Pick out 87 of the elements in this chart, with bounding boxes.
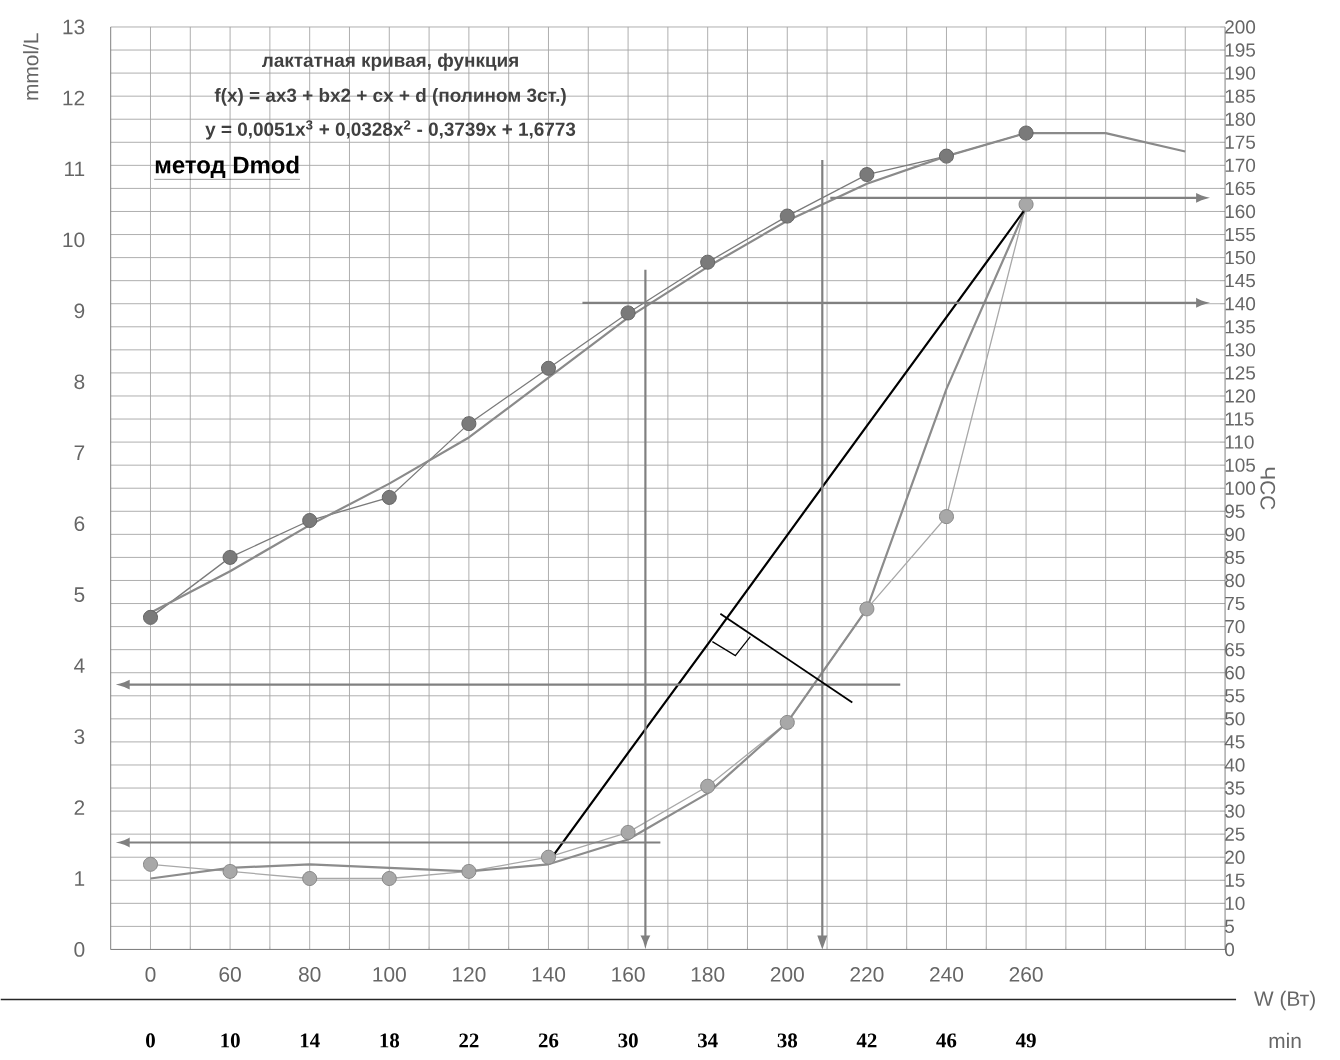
y2-tick-label: 70 (1225, 619, 1245, 634)
y-tick-label: 1 (75, 871, 85, 886)
text: 46 (936, 1033, 957, 1048)
y-tick-label: 0 (74, 941, 85, 957)
y2-tick-label: 35 (1224, 781, 1245, 795)
text: 34 (697, 1033, 718, 1048)
y2-tick-label: 100 (1225, 481, 1256, 495)
x-tick-label: 120 (453, 966, 486, 982)
y-tick-label: 13 (63, 19, 85, 35)
y-tick-label: 11 (65, 161, 85, 176)
text: 49 (1015, 1033, 1036, 1048)
x-tick-label: 140 (532, 966, 566, 982)
y-tick-label: 7 (74, 445, 85, 460)
text: 38 (777, 1033, 798, 1048)
y-axis-title: mmol/L (23, 32, 39, 100)
annotation: y = 0,0051x$^{3}$ + 0,0328x$^{2}$ - 0,3739x + 1,6773 (205, 120, 576, 140)
x-axis-title: W (Вт) (1253, 990, 1315, 1010)
text: 18 (380, 1033, 400, 1048)
x-tick-label: 80 (298, 966, 321, 982)
y-tick-label: 2 (74, 800, 85, 815)
y2-tick-label: 55 (1225, 688, 1245, 703)
x-tick-label: 260 (1009, 966, 1043, 982)
y2-tick-label: 125 (1225, 366, 1256, 380)
annotation: f(x) = ax3 + bx2 + cx + d (полином 3ст.) (214, 87, 566, 106)
x-tick-label: 100 (373, 966, 406, 982)
text: 10 (221, 1033, 240, 1048)
text: 30 (618, 1033, 638, 1048)
y-tick-label: 9 (74, 303, 85, 319)
y2-tick-label: 15 (1225, 873, 1245, 887)
y2-tick-label: 0 (1225, 942, 1235, 956)
y2-tick-label: 140 (1225, 296, 1256, 311)
y2-tick-label: 65 (1225, 642, 1245, 657)
y2-tick-label: 20 (1225, 850, 1245, 864)
y2-tick-label: 160 (1225, 204, 1256, 218)
y-tick-label: 8 (74, 374, 85, 389)
x-tick-label: 0 (145, 966, 156, 982)
y-tick-label: 3 (74, 728, 85, 744)
y2-tick-label: 105 (1225, 458, 1256, 472)
y2-tick-label: 75 (1225, 596, 1245, 610)
text: 22 (459, 1033, 479, 1048)
y2-axis-title: ЧСС (1260, 467, 1276, 510)
y2-tick-label: 10 (1225, 896, 1245, 910)
y2-tick-label: 30 (1224, 804, 1245, 818)
y2-tick-label: 5 (1225, 919, 1234, 933)
y2-tick-label: 115 (1225, 412, 1254, 426)
y2-tick-label: 145 (1225, 273, 1256, 288)
y-tick-label: 10 (63, 232, 85, 248)
y2-tick-label: 90 (1225, 527, 1245, 541)
annotation: лактатная кривая, функция (262, 52, 518, 71)
y2-tick-label: 135 (1225, 319, 1256, 334)
y2-tick-label: 200 (1225, 20, 1256, 34)
y-tick-label: 6 (74, 516, 85, 531)
y2-tick-label: 180 (1225, 112, 1256, 126)
y-tick-label: 4 (74, 658, 85, 673)
x-tick-label: 240 (930, 966, 964, 982)
y-tick-label: 12 (63, 90, 85, 106)
y2-tick-label: 175 (1225, 135, 1256, 149)
y2-tick-label: 80 (1225, 573, 1245, 587)
x-tick-label: 160 (612, 966, 645, 982)
y2-tick-label: 110 (1225, 435, 1254, 449)
x2-axis-title: min (1269, 1032, 1301, 1048)
y2-tick-label: 165 (1225, 181, 1256, 195)
y2-tick-label: 60 (1225, 665, 1245, 680)
y2-tick-label: 190 (1225, 66, 1256, 80)
y2-tick-label: 25 (1225, 827, 1245, 841)
annotation: метод Dmod (155, 155, 299, 178)
y2-tick-label: 130 (1225, 342, 1256, 357)
y2-tick-label: 85 (1225, 550, 1245, 564)
y2-tick-label: 150 (1225, 250, 1256, 265)
x-tick-label: 220 (850, 966, 884, 982)
y2-tick-label: 40 (1224, 758, 1245, 772)
y2-tick-label: 45 (1224, 735, 1245, 749)
text: 14 (300, 1033, 320, 1048)
x-tick-label: 200 (770, 966, 804, 982)
y2-tick-label: 95 (1225, 504, 1245, 518)
x-tick-label: 60 (219, 966, 241, 982)
y2-tick-label: 50 (1225, 711, 1245, 726)
y2-tick-label: 170 (1225, 158, 1256, 172)
text: 42 (856, 1033, 877, 1048)
y-tick-label: 5 (74, 587, 85, 602)
text: 26 (538, 1033, 559, 1048)
text: 0 (146, 1033, 155, 1048)
y2-tick-label: 185 (1225, 89, 1256, 103)
y2-tick-label: 195 (1225, 43, 1256, 57)
x-tick-label: 180 (691, 966, 725, 982)
y2-tick-label: 120 (1225, 389, 1256, 403)
y2-tick-label: 155 (1225, 227, 1256, 241)
